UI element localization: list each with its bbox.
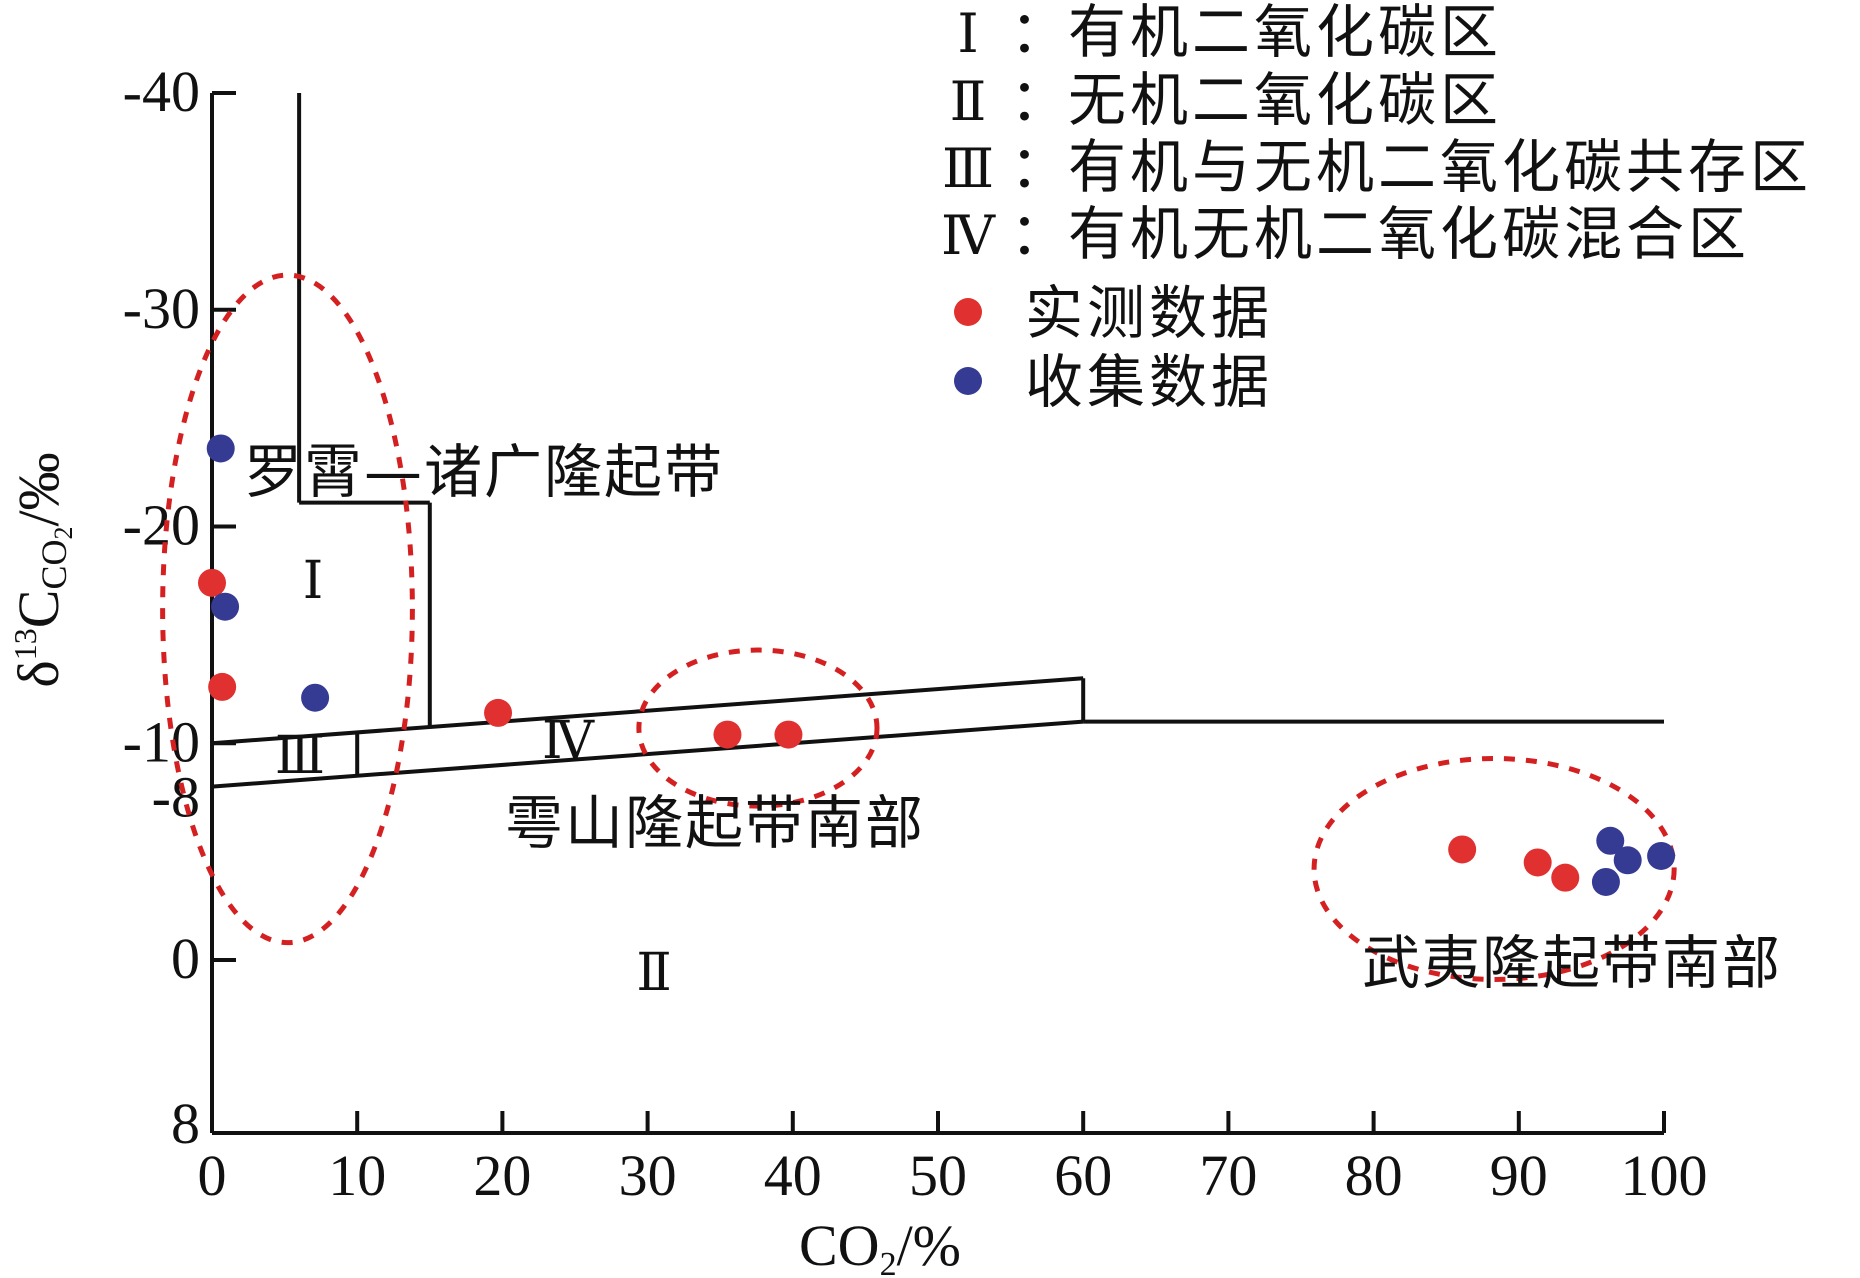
measured-data-point: [198, 568, 226, 597]
legend-text-ii: 无机二氧化碳区: [1068, 66, 1502, 134]
axes: 0 10 20 30 40 50 60 70 80 90 100-40-30-20-10-808: [123, 59, 1708, 1208]
x-tick-label: 60: [1054, 1143, 1112, 1208]
x-tick-label: 100: [1621, 1143, 1708, 1208]
group-ellipses: [160, 272, 1677, 982]
legend-text-i: 有机二氧化碳区: [1068, 0, 1502, 66]
x-tick-label: 50: [909, 1143, 967, 1208]
y-tick-label: -8: [152, 765, 200, 830]
legend: Ⅰ ： 有机二氧化碳区 Ⅱ ： 无机二氧化碳区 Ⅲ ： 有机与无机二氧化碳共存区…: [941, 0, 1812, 416]
legend-sep-ii: ：: [1010, 66, 1072, 134]
x-tick-label: 90: [1490, 1143, 1548, 1208]
collected-data-point: [1613, 846, 1642, 875]
region-boundary-line: [211, 719, 1084, 789]
group-label-yushan: 雩山隆起带南部: [505, 789, 925, 857]
region-label-ii: Ⅱ: [636, 945, 671, 1002]
x-tick-label: 10: [328, 1143, 386, 1208]
legend-key-ii: Ⅱ: [950, 72, 987, 132]
group-label-wuyi: 武夷隆起带南部: [1362, 929, 1782, 997]
legend-text-iv: 有机无机二氧化碳混合区: [1068, 200, 1750, 268]
measured-data-point: [713, 720, 742, 749]
measured-data-point: [484, 698, 513, 727]
region-boundaries: [211, 93, 1664, 789]
region-label-iv: Ⅳ: [542, 713, 595, 770]
legend-swatch-measured: [954, 298, 982, 326]
collected-data-point: [1596, 826, 1625, 855]
legend-swatch-collected: [954, 367, 982, 395]
y-tick-label: -10: [123, 709, 200, 774]
collected-data-point: [206, 434, 235, 463]
measured-data-point: [1551, 863, 1580, 892]
y-tick-label: 8: [171, 1091, 200, 1156]
legend-text-iii: 有机与无机二氧化碳共存区: [1068, 133, 1812, 201]
collected-data-point: [1647, 841, 1676, 870]
collected-data-point: [211, 592, 240, 621]
measured-data-point: [1523, 848, 1552, 877]
x-tick-label: 40: [764, 1143, 822, 1208]
region-label-iii: Ⅲ: [275, 728, 325, 785]
x-tick-label: 70: [1199, 1143, 1257, 1208]
measured-data-point: [208, 672, 237, 701]
y-tick-label: -40: [123, 59, 200, 124]
region-label-i: Ⅰ: [303, 553, 324, 610]
legend-key-i: Ⅰ: [957, 4, 978, 64]
legend-sep-i: ：: [1010, 0, 1072, 66]
x-tick-label: 0: [198, 1143, 227, 1208]
measured-data-point: [774, 720, 803, 749]
x-tick-label: 20: [473, 1143, 531, 1208]
y-tick-label: -30: [123, 276, 200, 341]
y-axis-title: δ13CCO2/‰: [6, 452, 78, 687]
x-tick-label: 30: [619, 1143, 677, 1208]
measured-data-point: [1448, 835, 1477, 864]
y-tick-label: 0: [171, 926, 200, 991]
group-label-luoxiao: 罗霄—诸广隆起带: [244, 438, 724, 506]
x-tick-label: 80: [1345, 1143, 1403, 1208]
collected-data-point: [1591, 867, 1620, 896]
legend-key-iv: Ⅳ: [941, 206, 996, 266]
group-ellipse: [160, 272, 415, 946]
x-axis-title: CO2/%: [799, 1213, 961, 1278]
y-tick-label: -20: [123, 493, 200, 558]
group-ellipse: [1311, 755, 1677, 982]
legend-label-measured: 实测数据: [1025, 279, 1273, 347]
legend-key-iii: Ⅲ: [942, 139, 994, 199]
legend-sep-iii: ：: [1010, 133, 1072, 201]
region-boundary-line: [211, 676, 1084, 746]
legend-label-collected: 收集数据: [1025, 348, 1273, 416]
legend-sep-iv: ：: [1010, 200, 1072, 268]
collected-data-point: [301, 683, 330, 712]
data-points: [198, 434, 1676, 896]
group-ellipse: [636, 647, 880, 809]
